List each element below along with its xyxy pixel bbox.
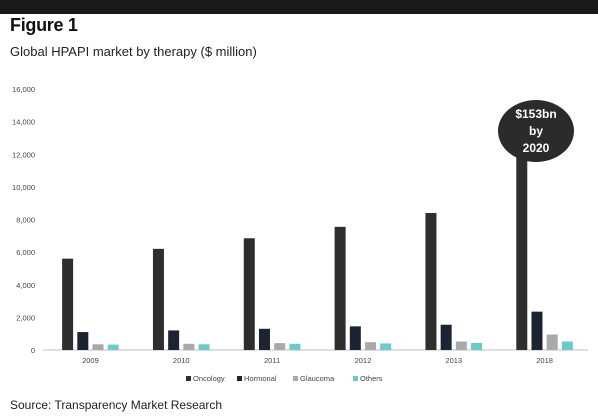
callout-line-3: 2020 bbox=[523, 141, 550, 155]
callout-ellipse bbox=[498, 100, 574, 162]
bar-oncology-2012 bbox=[334, 226, 346, 350]
legend-swatch-oncology bbox=[186, 376, 191, 381]
bar-glaucoma-2013 bbox=[455, 341, 467, 350]
x-tick-label: 2009 bbox=[82, 356, 99, 365]
y-tick-label: 4,000 bbox=[16, 281, 35, 290]
legend-label-others: Others bbox=[360, 374, 383, 383]
legend-swatch-hormonal bbox=[237, 376, 242, 381]
y-axis: 0 2,000 4,000 6,000 8,000 10,000 12,000 14,000 1… bbox=[12, 85, 35, 355]
source-note: Source: Transparency Market Research bbox=[10, 398, 223, 412]
bar-hormonal-2010 bbox=[168, 330, 180, 350]
bar-oncology-2010 bbox=[152, 248, 164, 350]
callout-line-1: $153bn bbox=[515, 107, 556, 121]
x-tick-label: 2012 bbox=[355, 356, 372, 365]
legend-label-oncology: Oncology bbox=[193, 374, 225, 383]
bar-glaucoma-2010 bbox=[183, 343, 195, 350]
bar-hormonal-2012 bbox=[349, 326, 361, 350]
bar-others-2013 bbox=[471, 342, 483, 350]
bar-glaucoma-2012 bbox=[365, 342, 377, 350]
bar-oncology-2018 bbox=[516, 127, 528, 350]
chart-panel: 0 2,000 4,000 6,000 8,000 10,000 12,000 14,000 1… bbox=[0, 78, 598, 391]
bar-others-2012 bbox=[380, 343, 392, 350]
bar-hormonal-2018 bbox=[531, 311, 543, 350]
bar-hormonal-2009 bbox=[77, 332, 89, 350]
legend: Oncology Hormonal Glaucoma Others bbox=[186, 374, 383, 383]
y-tick-label: 6,000 bbox=[16, 248, 35, 257]
bar-oncology-2011 bbox=[243, 238, 255, 350]
bar-others-2010 bbox=[198, 344, 210, 350]
y-tick-label: 10,000 bbox=[12, 183, 35, 192]
bar-glaucoma-2011 bbox=[274, 343, 286, 350]
bar-oncology-2013 bbox=[425, 212, 437, 350]
legend-label-hormonal: Hormonal bbox=[244, 374, 277, 383]
y-tick-label: 14,000 bbox=[12, 118, 35, 127]
bar-oncology-2009 bbox=[62, 258, 74, 350]
bar-glaucoma-2009 bbox=[92, 344, 104, 350]
x-tick-label: 2018 bbox=[536, 356, 553, 365]
x-tick-label: 2011 bbox=[264, 356, 280, 365]
x-tick-label: 2010 bbox=[173, 356, 190, 365]
y-tick-label: 12,000 bbox=[12, 150, 35, 159]
bars bbox=[62, 127, 573, 350]
bar-others-2009 bbox=[107, 344, 119, 350]
callout-badge: $153bn by 2020 bbox=[498, 100, 574, 162]
bar-hormonal-2011 bbox=[258, 328, 270, 350]
y-tick-label: 8,000 bbox=[16, 216, 35, 225]
figure-label: Figure 1 bbox=[10, 15, 78, 35]
bar-glaucoma-2018 bbox=[546, 334, 558, 350]
bar-chart: 0 2,000 4,000 6,000 8,000 10,000 12,000 14,000 1… bbox=[12, 85, 588, 383]
legend-swatch-others bbox=[353, 376, 358, 381]
x-axis: 2009 2010 2011 2012 2013 2018 bbox=[43, 349, 588, 365]
y-tick-label: 2,000 bbox=[16, 313, 35, 322]
bar-hormonal-2013 bbox=[440, 324, 452, 350]
y-tick-label: 16,000 bbox=[12, 85, 35, 94]
bar-others-2011 bbox=[289, 343, 301, 350]
callout-line-2: by bbox=[529, 124, 543, 138]
chart-subtitle: Global HPAPI market by therapy ($ millio… bbox=[10, 44, 257, 59]
y-tick-label: 0 bbox=[31, 346, 35, 355]
x-tick-label: 2013 bbox=[445, 356, 462, 365]
legend-label-glaucoma: Glaucoma bbox=[300, 374, 335, 383]
top-banner bbox=[0, 0, 598, 14]
legend-swatch-glaucoma bbox=[293, 376, 298, 381]
bar-others-2018 bbox=[561, 341, 573, 350]
